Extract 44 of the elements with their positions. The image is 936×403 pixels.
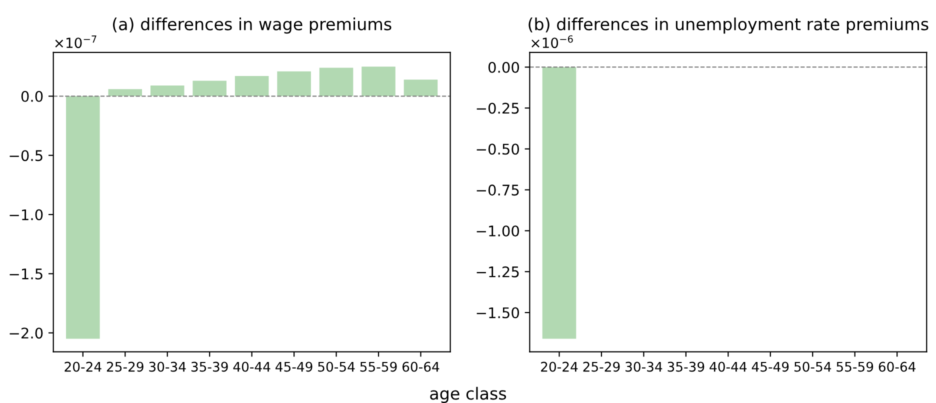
text: ×10$^{−7}$ [55,36,96,48]
y-tick-label: 0.00 [488,62,519,73]
bar [404,80,438,96]
x-tick-label: 60-64 [402,362,440,372]
text: ×10$^{−6}$ [532,35,573,48]
x-tick-label: 40-44 [710,362,747,372]
y-tick-label: −2.0 [10,328,43,339]
x-tick-label: 30-34 [149,362,186,372]
y-tick-label: −0.75 [476,184,519,196]
bar [277,71,311,96]
bar [66,96,100,339]
bar [362,66,396,96]
x-tick-label: 20-24 [64,362,102,372]
y-tick-label: 0.0 [21,90,43,102]
bar [319,68,354,96]
y-tick-label: −1.00 [476,225,519,236]
bar [234,76,269,96]
x-tick-label: 40-44 [233,362,270,372]
x-axis-title: age class [430,386,506,403]
x-tick-label: 25-29 [106,362,144,372]
x-tick-label: 50-54 [318,362,355,372]
bar [192,80,226,96]
bar [150,86,184,96]
x-tick-label: 35-39 [191,362,228,372]
x-tick-label: 35-39 [668,362,704,372]
x-tick-label: 50-54 [794,362,832,372]
chart-title: (a) differences in wage premiums [112,18,392,34]
y-tick-label: −1.0 [10,209,43,220]
x-tick-label: 20-24 [541,362,578,372]
x-tick-label: 55-59 [360,362,397,372]
y-tick-label: −0.50 [476,144,519,155]
y-tick-label: −1.50 [476,307,519,318]
y-tick-label: −0.5 [10,150,42,162]
y-tick-label: −1.25 [476,266,519,278]
x-tick-label: 30-34 [626,362,662,372]
x-tick-label: 55-59 [836,362,874,372]
x-tick-label: 45-49 [276,362,312,372]
bar [108,89,142,96]
x-tick-label: 60-64 [878,362,916,372]
x-tick-label: 45-49 [752,362,789,372]
chart-title: (b) differences in unemployment rate premiums [528,18,928,34]
y-tick-label: −0.25 [476,102,519,114]
y-tick-label: −1.5 [10,268,42,280]
x-tick-label: 25-29 [583,362,620,372]
